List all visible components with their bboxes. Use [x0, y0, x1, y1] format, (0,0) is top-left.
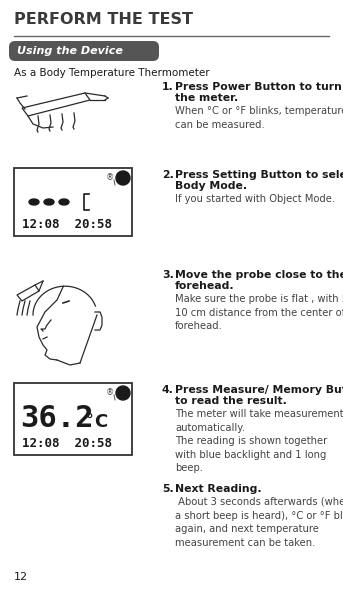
Text: As a Body Temperature Thermometer: As a Body Temperature Thermometer: [14, 68, 210, 78]
Text: Press Measure/ Memory Button: Press Measure/ Memory Button: [175, 385, 343, 395]
Text: 1.: 1.: [162, 82, 174, 92]
Text: ®: ®: [106, 173, 114, 182]
Text: the meter.: the meter.: [175, 93, 238, 103]
Text: Using the Device: Using the Device: [17, 46, 123, 56]
Text: C: C: [94, 413, 107, 431]
Text: to read the result.: to read the result.: [175, 396, 287, 406]
Text: 12: 12: [14, 572, 28, 582]
Text: Make sure the probe is flat , with 5 -
10 cm distance from the center of
forehea: Make sure the probe is flat , with 5 - 1…: [175, 294, 343, 331]
Text: 3.: 3.: [162, 270, 174, 280]
Text: Body Mode.: Body Mode.: [175, 181, 247, 191]
Ellipse shape: [29, 199, 39, 205]
Text: When °C or °F blinks, temperature
can be measured.: When °C or °F blinks, temperature can be…: [175, 106, 343, 130]
Text: Move the probe close to the: Move the probe close to the: [175, 270, 343, 280]
Text: °: °: [86, 414, 94, 429]
Text: 2.: 2.: [162, 170, 174, 180]
Circle shape: [116, 386, 130, 400]
Text: PERFORM THE TEST: PERFORM THE TEST: [14, 12, 193, 27]
Text: Press Power Button to turn on: Press Power Button to turn on: [175, 82, 343, 92]
Polygon shape: [22, 93, 90, 116]
Text: 12:08  20:58: 12:08 20:58: [22, 437, 112, 450]
Bar: [14, 168, 132, 236]
Text: 12:08  20:58: 12:08 20:58: [22, 218, 112, 231]
Text: If you started with Object Mode.: If you started with Object Mode.: [175, 194, 335, 204]
Circle shape: [116, 171, 130, 185]
Text: forehead.: forehead.: [175, 281, 235, 291]
Bar: [14, 383, 132, 455]
Text: 36.2: 36.2: [20, 404, 94, 433]
Text: The meter will take measurement
automatically.
The reading is shown together
wit: The meter will take measurement automati…: [175, 409, 343, 473]
Ellipse shape: [59, 199, 69, 205]
Text: ®: ®: [106, 389, 114, 397]
FancyBboxPatch shape: [9, 41, 159, 61]
Text: About 3 seconds afterwards (when
a short beep is heard), °C or °F blinks
again, : About 3 seconds afterwards (when a short…: [175, 497, 343, 548]
Ellipse shape: [44, 199, 54, 205]
Text: Next Reading.: Next Reading.: [175, 484, 262, 494]
Text: 4.: 4.: [162, 385, 174, 395]
Text: Press Setting Button to select: Press Setting Button to select: [175, 170, 343, 180]
Text: 5.: 5.: [162, 484, 174, 494]
Polygon shape: [17, 285, 39, 301]
